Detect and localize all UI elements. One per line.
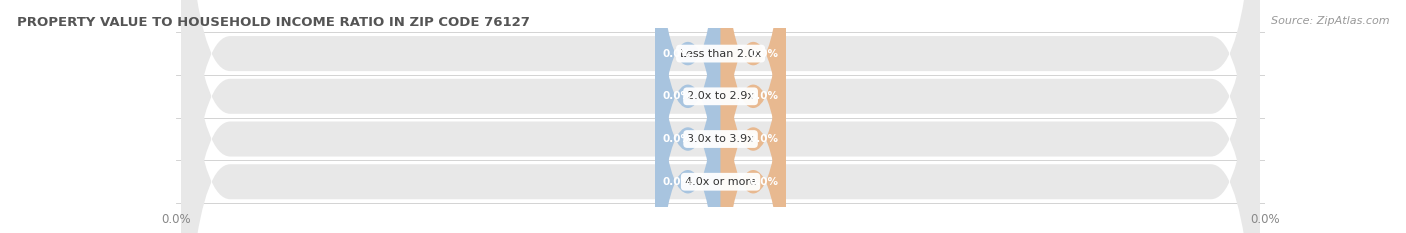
FancyBboxPatch shape	[181, 0, 1260, 233]
Text: 0.0%: 0.0%	[749, 177, 779, 187]
FancyBboxPatch shape	[655, 0, 721, 233]
Text: 2.0x to 2.9x: 2.0x to 2.9x	[688, 91, 754, 101]
FancyBboxPatch shape	[655, 0, 721, 233]
FancyBboxPatch shape	[721, 0, 786, 233]
FancyBboxPatch shape	[721, 0, 786, 233]
Text: 0.0%: 0.0%	[749, 134, 779, 144]
Text: 4.0x or more: 4.0x or more	[685, 177, 756, 187]
Text: 0.0%: 0.0%	[749, 49, 779, 58]
Text: Source: ZipAtlas.com: Source: ZipAtlas.com	[1271, 16, 1389, 26]
FancyBboxPatch shape	[181, 0, 1260, 233]
Text: PROPERTY VALUE TO HOUSEHOLD INCOME RATIO IN ZIP CODE 76127: PROPERTY VALUE TO HOUSEHOLD INCOME RATIO…	[17, 16, 530, 29]
FancyBboxPatch shape	[655, 0, 721, 233]
Text: Less than 2.0x: Less than 2.0x	[681, 49, 761, 58]
Text: 0.0%: 0.0%	[749, 91, 779, 101]
FancyBboxPatch shape	[181, 0, 1260, 233]
FancyBboxPatch shape	[721, 0, 786, 233]
FancyBboxPatch shape	[721, 0, 786, 233]
Text: 3.0x to 3.9x: 3.0x to 3.9x	[688, 134, 754, 144]
FancyBboxPatch shape	[181, 0, 1260, 233]
Text: 0.0%: 0.0%	[662, 91, 692, 101]
FancyBboxPatch shape	[655, 0, 721, 233]
Text: 0.0%: 0.0%	[662, 177, 692, 187]
Text: 0.0%: 0.0%	[662, 49, 692, 58]
Text: 0.0%: 0.0%	[662, 134, 692, 144]
